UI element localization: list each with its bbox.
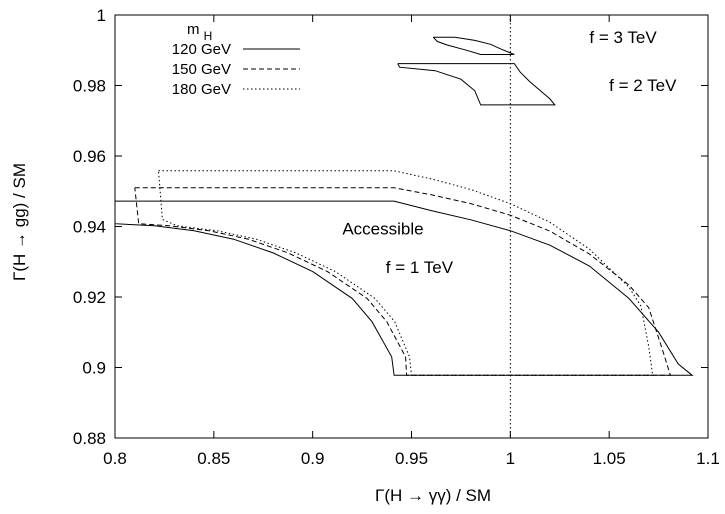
y-tick-label: 1 [97,6,106,25]
legend-label: 120 GeV [172,41,231,58]
legend-entries: 120 GeV 150 GeV 180 GeV [172,41,300,98]
y-axis-title: Γ(H → gg) / SM [10,163,29,281]
y-tick-label: 0.88 [73,429,106,448]
contour-120-gev-2 [432,36,515,55]
x-tick-label: 1 [506,449,515,468]
x-tick-label: 0.9 [301,449,325,468]
legend-label: 180 GeV [172,81,231,98]
contour-180-gev-0 [158,170,654,376]
y-tick-label: 0.9 [82,359,106,378]
annotation-label: f = 1 TeV [386,258,454,277]
contour-120-gev-1 [397,63,556,106]
contour-layer [114,36,694,376]
x-tick-label: 0.8 [103,449,127,468]
x-axis-title: Γ(H → γγ) / SM [375,486,491,505]
legend-label: 150 GeV [172,61,231,78]
contour-150-gev-0 [134,187,672,376]
y-axis-ticks: 0.88 0.9 0.92 0.94 0.96 0.98 1 [73,6,708,448]
annotation-label: Accessible [342,219,423,238]
y-tick-label: 0.96 [73,147,106,166]
legend: m H 120 GeV 150 GeV 180 GeV [172,21,300,98]
legend-title: m H [187,21,212,43]
legend-title-main: m [187,21,200,38]
y-tick-label: 0.94 [73,218,106,237]
legend-title-sub: H [204,29,213,43]
x-tick-label: 0.85 [197,449,230,468]
x-axis-ticks: 0.8 0.85 0.9 0.95 1 1.05 1.1 [103,15,720,468]
annotation-label: f = 2 TeV [609,76,677,95]
annotation-label: f = 3 TeV [589,28,657,47]
x-tick-label: 0.95 [395,449,428,468]
annotations: Accessible f = 1 TeV f = 2 TeV f = 3 TeV [342,28,677,277]
y-tick-label: 0.98 [73,77,106,96]
x-tick-label: 1.05 [593,449,626,468]
x-tick-label: 1.1 [696,449,720,468]
y-tick-label: 0.92 [73,288,106,307]
